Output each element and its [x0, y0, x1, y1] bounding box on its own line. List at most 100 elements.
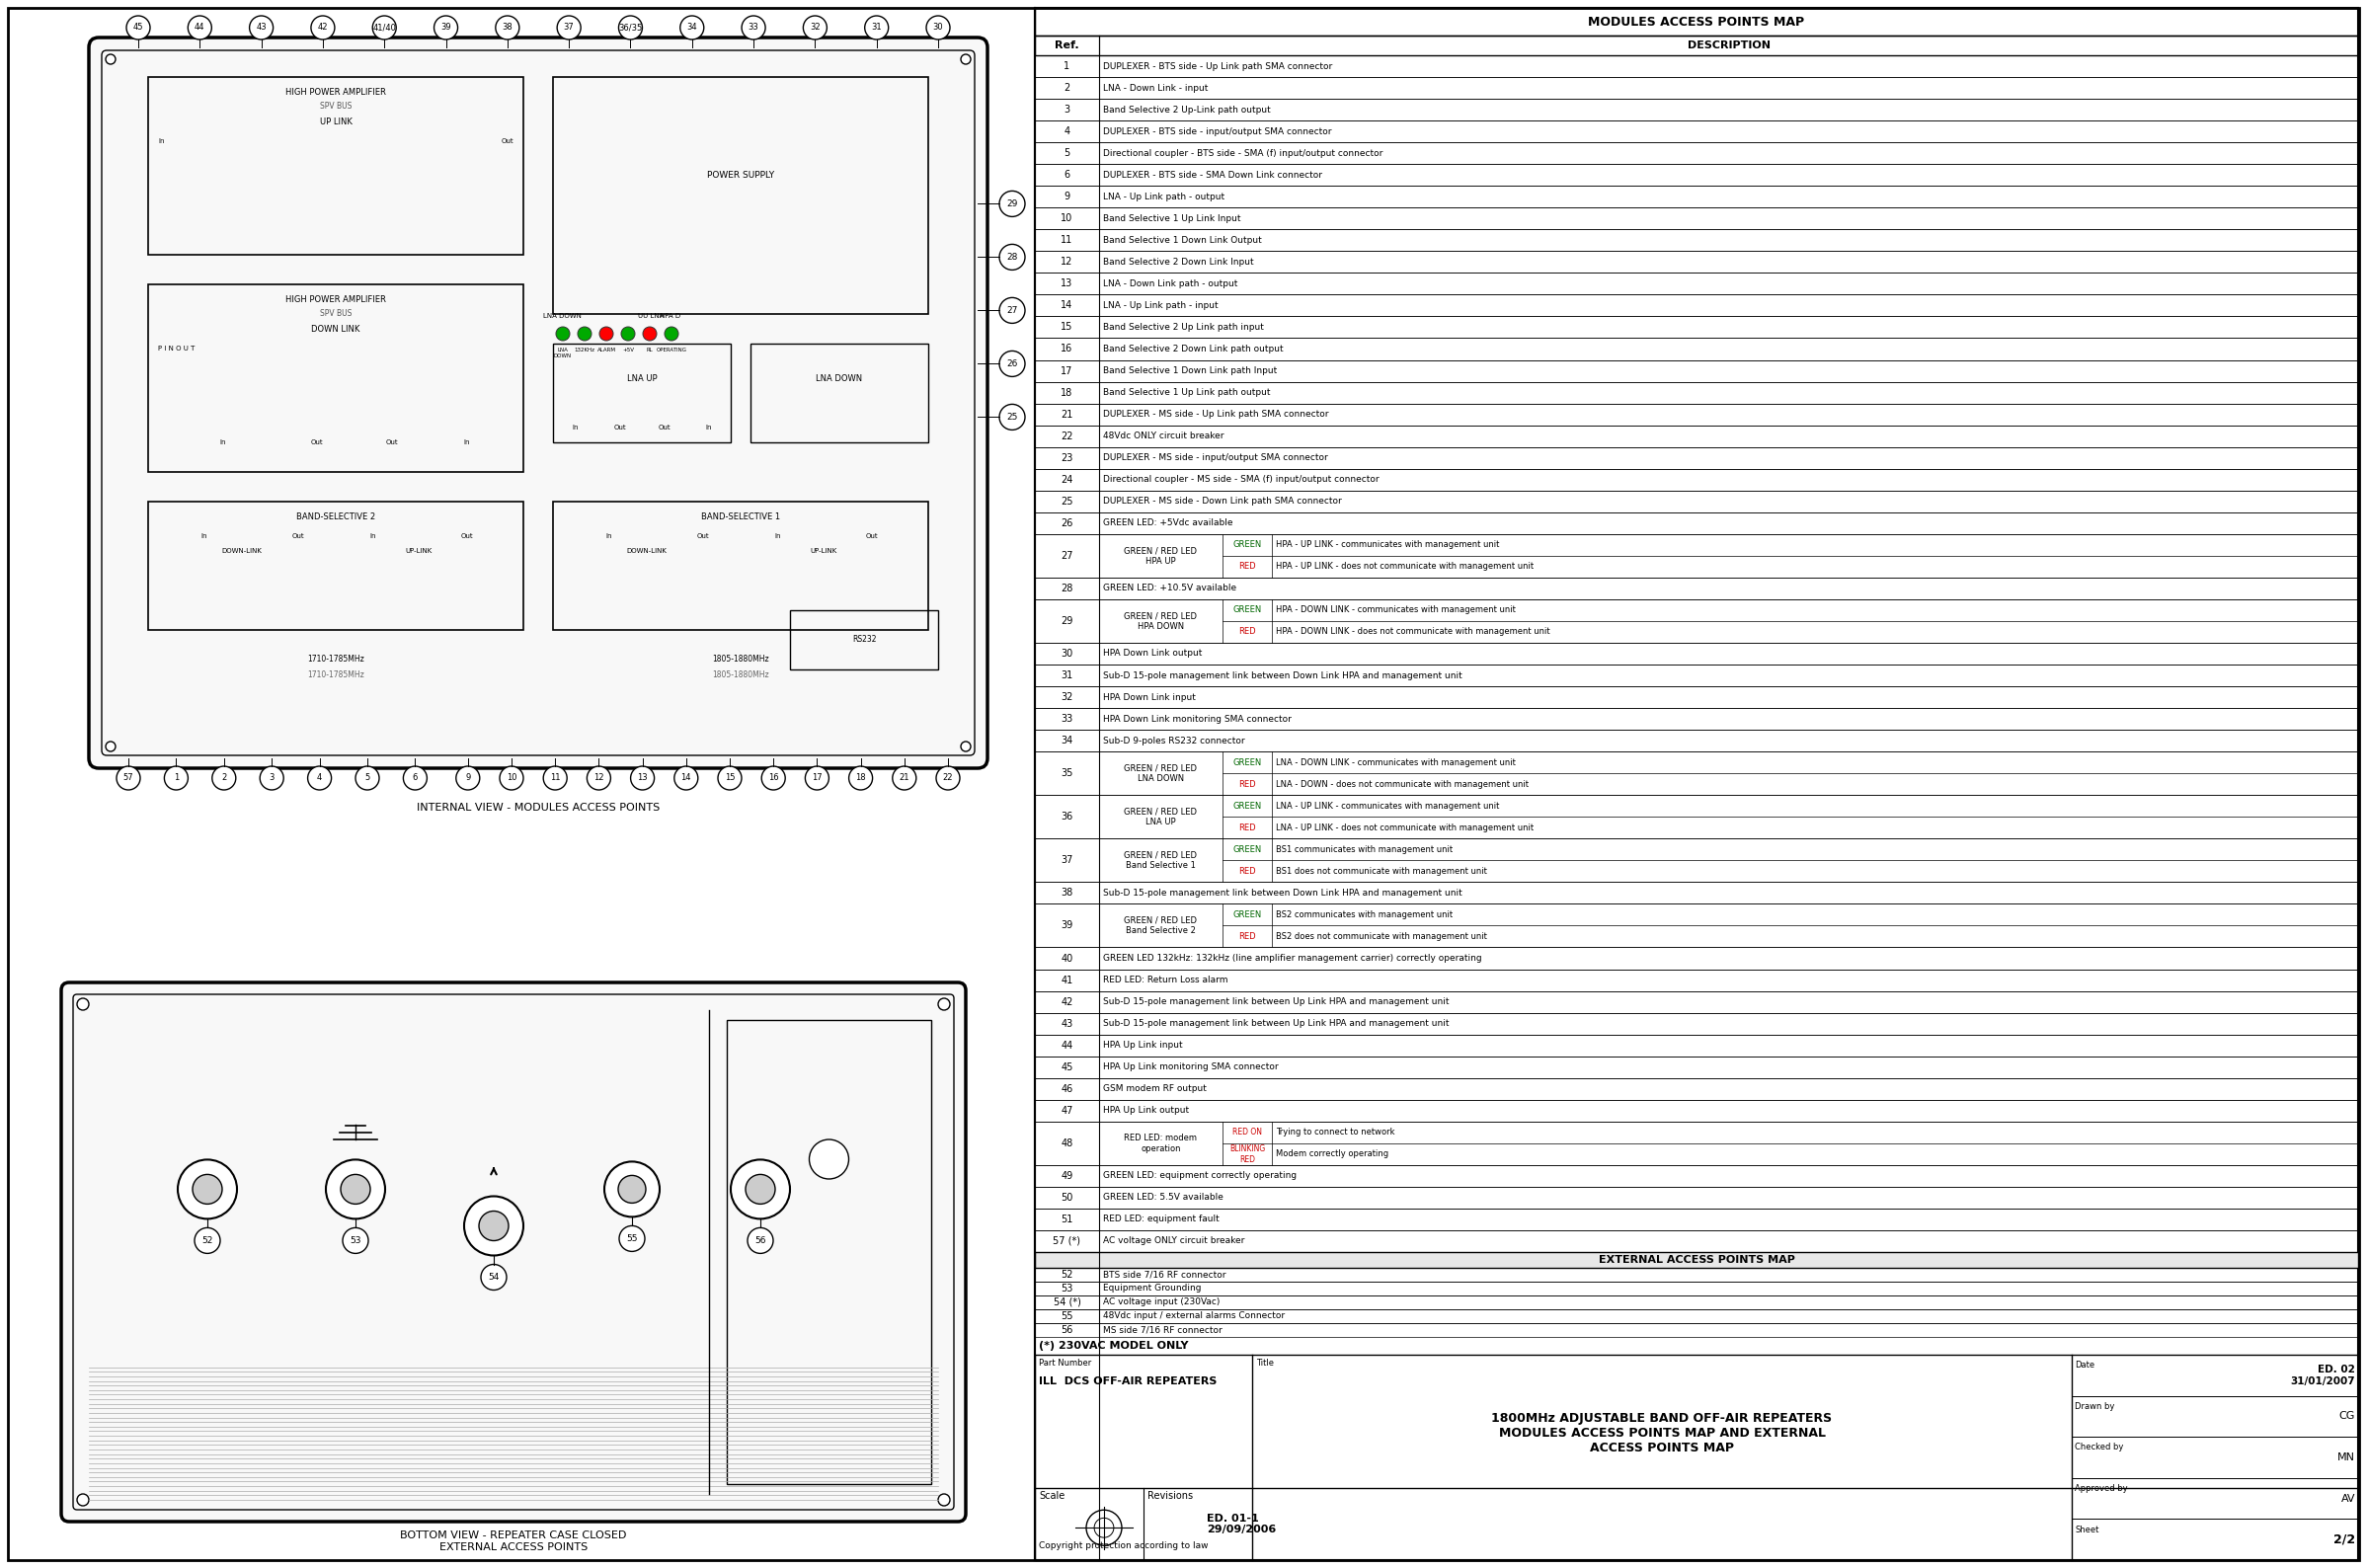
- Circle shape: [372, 16, 395, 39]
- Bar: [554, 77, 928, 314]
- Text: ED. 02
31/01/2007: ED. 02 31/01/2007: [2291, 1364, 2355, 1386]
- Bar: [1034, 165, 2358, 187]
- Text: 6: 6: [1063, 169, 1070, 180]
- Circle shape: [961, 742, 970, 751]
- Text: Copyright protection according to law: Copyright protection according to law: [1039, 1541, 1207, 1551]
- Text: LNA - DOWN LINK - communicates with management unit: LNA - DOWN LINK - communicates with mana…: [1276, 757, 1515, 767]
- Text: 44: 44: [1060, 1041, 1072, 1051]
- Text: LNA - Up Link path - output: LNA - Up Link path - output: [1103, 193, 1224, 201]
- Circle shape: [746, 1174, 774, 1204]
- Text: 44: 44: [194, 24, 206, 31]
- Bar: [149, 502, 523, 630]
- Bar: [1034, 1035, 2358, 1057]
- Circle shape: [163, 767, 187, 790]
- Bar: [1034, 8, 2358, 36]
- Text: HPA Down Link monitoring SMA connector: HPA Down Link monitoring SMA connector: [1103, 715, 1292, 723]
- Text: 21: 21: [899, 773, 909, 782]
- Text: GREEN: GREEN: [1233, 541, 1262, 549]
- Text: 1800MHz ADJUSTABLE BAND OFF-AIR REPEATERS
MODULES ACCESS POINTS MAP AND EXTERNAL: 1800MHz ADJUSTABLE BAND OFF-AIR REPEATER…: [1491, 1411, 1832, 1454]
- Text: RED: RED: [1238, 823, 1257, 833]
- Text: 23: 23: [1060, 453, 1072, 463]
- Circle shape: [717, 767, 741, 790]
- Text: RED: RED: [1238, 779, 1257, 789]
- Text: 49: 49: [1060, 1171, 1072, 1181]
- Circle shape: [178, 1160, 237, 1218]
- Circle shape: [213, 767, 237, 790]
- Circle shape: [341, 1174, 369, 1204]
- Text: CG: CG: [2339, 1411, 2355, 1421]
- Text: GREEN LED 132kHz: 132kHz (line amplifier management carrier) correctly operating: GREEN LED 132kHz: 132kHz (line amplifier…: [1103, 953, 1482, 963]
- Bar: [1034, 1295, 2358, 1309]
- Text: AV: AV: [2341, 1494, 2355, 1504]
- Bar: [1034, 947, 2358, 969]
- Text: 6: 6: [412, 773, 419, 782]
- Text: 12: 12: [594, 773, 604, 782]
- Text: 1710-1785MHz: 1710-1785MHz: [308, 655, 365, 663]
- Text: 42: 42: [317, 24, 329, 31]
- Text: HPA Up Link output: HPA Up Link output: [1103, 1105, 1188, 1115]
- Text: 55: 55: [627, 1234, 637, 1243]
- Text: 14: 14: [1060, 301, 1072, 310]
- Text: 16: 16: [1060, 343, 1072, 354]
- Text: 45: 45: [1060, 1062, 1072, 1073]
- Bar: [149, 77, 523, 254]
- Text: 22: 22: [942, 773, 954, 782]
- Bar: [1034, 207, 2358, 229]
- Bar: [1034, 751, 2358, 795]
- Text: ILL  DCS OFF-AIR REPEATERS: ILL DCS OFF-AIR REPEATERS: [1039, 1377, 1217, 1386]
- Text: Band Selective 1 Up Link path output: Band Selective 1 Up Link path output: [1103, 389, 1271, 397]
- Text: Band Selective 1 Down Link path Input: Band Selective 1 Down Link path Input: [1103, 367, 1278, 375]
- FancyBboxPatch shape: [62, 983, 966, 1521]
- Bar: [554, 502, 928, 630]
- Text: RED LED: equipment fault: RED LED: equipment fault: [1103, 1215, 1219, 1225]
- Bar: [1034, 1309, 2358, 1323]
- Text: 30: 30: [1060, 649, 1072, 659]
- Text: Band Selective 2 Down Link path output: Band Selective 2 Down Link path output: [1103, 345, 1283, 353]
- Text: INTERNAL VIEW - MODULES ACCESS POINTS: INTERNAL VIEW - MODULES ACCESS POINTS: [417, 803, 660, 812]
- Bar: [554, 343, 731, 442]
- Circle shape: [665, 326, 679, 340]
- Circle shape: [355, 767, 379, 790]
- Text: BS2 does not communicate with management unit: BS2 does not communicate with management…: [1276, 931, 1486, 941]
- Text: In: In: [464, 439, 471, 445]
- Text: RED: RED: [1238, 563, 1257, 571]
- Bar: [1034, 665, 2358, 687]
- Text: 30: 30: [933, 24, 944, 31]
- Bar: [1034, 425, 2358, 447]
- Bar: [1034, 1231, 2358, 1251]
- Text: 31: 31: [871, 24, 883, 31]
- Bar: [1034, 1077, 2358, 1099]
- Text: 55: 55: [1060, 1311, 1072, 1322]
- Text: 45: 45: [133, 24, 144, 31]
- Text: 15: 15: [1060, 323, 1072, 332]
- Text: 28: 28: [1006, 252, 1018, 262]
- Text: Out: Out: [613, 425, 625, 431]
- Text: DUPLEXER - MS side - Up Link path SMA connector: DUPLEXER - MS side - Up Link path SMA co…: [1103, 409, 1328, 419]
- Text: In: In: [774, 533, 781, 539]
- Bar: [1034, 143, 2358, 165]
- Circle shape: [194, 1228, 220, 1253]
- Text: Sub-D 15-pole management link between Down Link HPA and management unit: Sub-D 15-pole management link between Do…: [1103, 671, 1463, 681]
- Text: In: In: [220, 439, 227, 445]
- Text: 1805-1880MHz: 1805-1880MHz: [712, 655, 769, 663]
- Text: Drawn by: Drawn by: [2076, 1402, 2114, 1411]
- Text: DOWN-LINK: DOWN-LINK: [222, 547, 263, 554]
- Text: 3: 3: [270, 773, 275, 782]
- Circle shape: [192, 1174, 222, 1204]
- Text: 18: 18: [1060, 387, 1072, 398]
- Bar: [1034, 447, 2358, 469]
- Text: GREEN LED: +5Vdc available: GREEN LED: +5Vdc available: [1103, 519, 1233, 527]
- Circle shape: [478, 1210, 509, 1240]
- Circle shape: [464, 1196, 523, 1256]
- Text: 40: 40: [1060, 953, 1072, 963]
- Bar: [1034, 1251, 2358, 1269]
- Text: 13: 13: [637, 773, 649, 782]
- Text: Band Selective 1 Up Link Input: Band Selective 1 Up Link Input: [1103, 215, 1240, 223]
- Text: 15: 15: [724, 773, 734, 782]
- Text: In: In: [369, 533, 376, 539]
- Text: GSM modem RF output: GSM modem RF output: [1103, 1085, 1207, 1093]
- Text: 27: 27: [1006, 306, 1018, 315]
- Text: Sub-D 15-pole management link between Up Link HPA and management unit: Sub-D 15-pole management link between Up…: [1103, 1019, 1449, 1029]
- Bar: [1034, 535, 2358, 577]
- Text: 14: 14: [682, 773, 691, 782]
